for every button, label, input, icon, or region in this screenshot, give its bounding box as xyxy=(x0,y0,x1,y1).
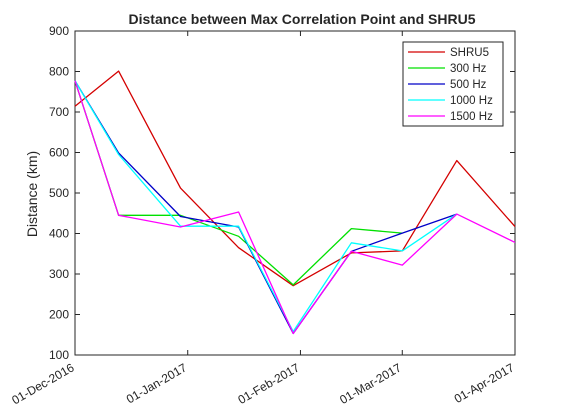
y-tick-label: 100 xyxy=(49,348,69,362)
y-tick-label: 600 xyxy=(49,146,69,160)
x-tick-label: 01-Apr-2017 xyxy=(452,360,517,406)
y-tick-label: 400 xyxy=(49,227,69,241)
y-tick-label: 300 xyxy=(49,267,69,281)
y-tick-label: 900 xyxy=(49,24,69,38)
x-tick-label: 01-Feb-2017 xyxy=(235,360,302,407)
y-tick-label: 800 xyxy=(49,65,69,79)
legend-entry: 1500 Hz xyxy=(450,111,493,123)
series-line xyxy=(74,80,458,333)
legend-entry: 500 Hz xyxy=(450,79,487,91)
x-tick-label: 01-Jan-2017 xyxy=(124,360,190,406)
series-line xyxy=(74,80,516,335)
y-tick-label: 500 xyxy=(49,186,69,200)
y-axis-label: Distance (km) xyxy=(24,151,40,237)
legend: SHRU5 300 Hz 500 Hz 1000 Hz 1500 Hz xyxy=(402,41,504,127)
series-line xyxy=(74,70,516,287)
y-tick-label: 200 xyxy=(49,308,69,322)
x-tick-label: 01-Dec-2016 xyxy=(9,360,76,407)
y-tick-label: 700 xyxy=(49,105,69,119)
legend-entry: 300 Hz xyxy=(450,63,487,75)
legend-entry: SHRU5 xyxy=(450,47,489,59)
legend-entry: 1000 Hz xyxy=(450,95,493,107)
x-tick-label: 01-Mar-2017 xyxy=(337,360,404,407)
chart-title: Distance between Max Correlation Point a… xyxy=(129,11,476,27)
